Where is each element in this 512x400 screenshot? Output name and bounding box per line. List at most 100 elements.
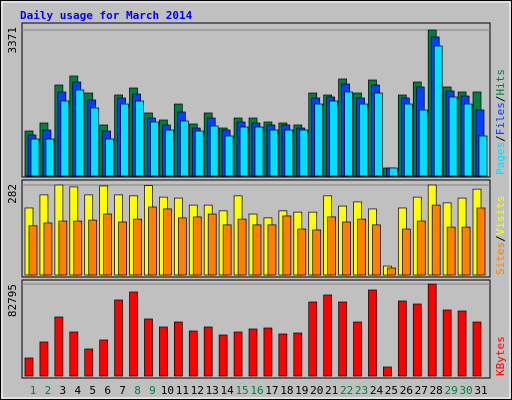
bar [338, 301, 347, 377]
bar [30, 138, 40, 177]
bar [314, 103, 324, 177]
legend-separator: / [494, 96, 507, 103]
bar [120, 103, 129, 177]
bar [24, 357, 34, 377]
bar [135, 100, 144, 177]
bar [88, 219, 98, 276]
bar [54, 316, 64, 377]
bar [248, 328, 258, 377]
x-tick-label: 28 [430, 384, 443, 397]
legend: Sites/Visits [494, 196, 507, 276]
bar [372, 224, 381, 276]
bar [90, 107, 100, 177]
bar [224, 135, 234, 177]
bar [263, 327, 273, 377]
bar [177, 217, 187, 276]
bar [342, 221, 351, 276]
bar [163, 208, 172, 276]
bar [472, 321, 482, 377]
bar [312, 229, 322, 276]
x-tick-label: 12 [191, 384, 204, 397]
x-tick-label: 20 [310, 384, 323, 397]
bar [284, 129, 294, 177]
bar [461, 226, 471, 276]
bar [278, 333, 288, 377]
bar [478, 135, 488, 177]
bar [297, 228, 307, 276]
bar [194, 130, 204, 177]
bar [359, 103, 368, 177]
legend: Pages/Files/Hits [494, 69, 507, 175]
x-tick-label: 25 [385, 384, 398, 397]
x-tick-label: 29 [445, 384, 458, 397]
x-tick-label: 18 [280, 384, 293, 397]
bar [179, 120, 189, 177]
bar [416, 220, 426, 276]
bar [159, 326, 168, 377]
bar [129, 291, 138, 377]
x-tick-label: 9 [149, 384, 156, 397]
x-tick-label: 8 [134, 384, 141, 397]
bar [308, 301, 318, 377]
bar [114, 299, 123, 377]
bar [401, 228, 411, 276]
bar [267, 224, 277, 276]
x-tick-label: 11 [176, 384, 189, 397]
bar [368, 289, 377, 377]
bar [299, 129, 309, 177]
x-tick-label: 30 [459, 384, 472, 397]
x-tick-label: 4 [74, 384, 81, 397]
bar [218, 334, 228, 377]
bar [269, 129, 279, 177]
y-tick-label: 282 [6, 184, 19, 204]
bar [103, 213, 113, 276]
bar [209, 125, 219, 177]
bar [323, 294, 333, 377]
bar [192, 216, 202, 276]
bar [344, 91, 353, 177]
bar [476, 207, 486, 276]
x-tick-label: 7 [119, 384, 126, 397]
x-tick-label: 23 [355, 384, 368, 397]
bar [397, 300, 407, 377]
x-tick-label: 10 [161, 384, 174, 397]
x-tick-label: 13 [206, 384, 219, 397]
bar [188, 330, 198, 377]
bar [327, 216, 337, 276]
bar [433, 45, 443, 177]
bar [442, 309, 452, 377]
bar [84, 348, 94, 377]
legend-separator: / [494, 135, 507, 142]
x-tick-label: 17 [265, 384, 278, 397]
bar [387, 267, 396, 276]
bar [237, 218, 247, 276]
bar [233, 331, 243, 377]
x-tick-label: 2 [45, 384, 52, 397]
bar [118, 221, 127, 276]
bar [133, 218, 142, 276]
bar [150, 121, 159, 177]
bar [329, 100, 339, 177]
x-tick-label: 19 [295, 384, 308, 397]
bar [282, 215, 292, 276]
bar [43, 222, 53, 276]
legend: KBytes [494, 336, 507, 376]
bar [69, 331, 79, 377]
x-tick-label: 1 [30, 384, 37, 397]
bar [73, 220, 83, 276]
bar [144, 318, 153, 377]
bar [165, 129, 174, 177]
bar [45, 138, 55, 177]
x-tick-label: 5 [89, 384, 96, 397]
legend-entry: Files [494, 102, 507, 135]
x-tick-label: 16 [250, 384, 263, 397]
bar [222, 224, 232, 276]
x-tick-label: 3 [60, 384, 67, 397]
legend-entry: Hits [494, 69, 507, 96]
bar [239, 126, 249, 177]
y-tick-label: 82795 [6, 284, 19, 317]
bar [293, 332, 303, 377]
bar [446, 226, 456, 276]
bar [353, 321, 362, 377]
